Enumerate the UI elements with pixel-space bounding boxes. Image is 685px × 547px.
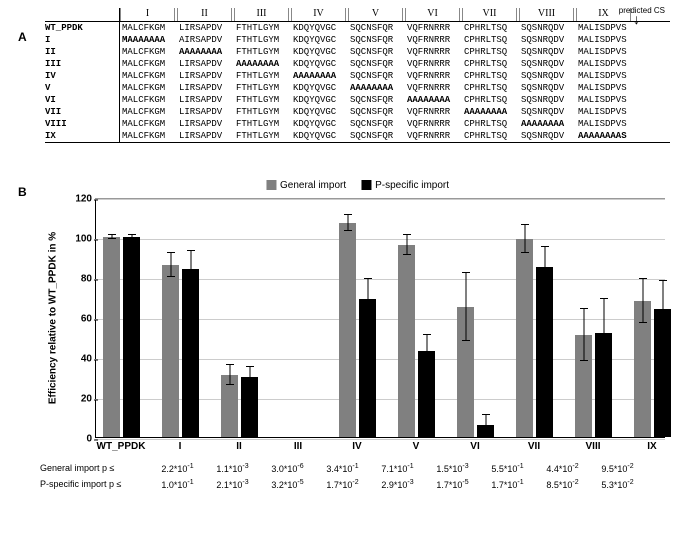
alignment-col-header: III bbox=[234, 8, 289, 21]
bar-general bbox=[162, 265, 179, 437]
y-tick: 100 bbox=[70, 234, 92, 245]
bar-chart-panel: General import P-specific import Efficien… bbox=[40, 180, 675, 535]
predicted-cs-label: predicted CS bbox=[619, 6, 665, 15]
x-category: WT_PPDK bbox=[97, 437, 146, 452]
alignment-table: WT_PPDKMALCFKGMLIRSAPDVFTHTLGYMKDQYQVGCS… bbox=[45, 22, 670, 143]
bar-general bbox=[398, 245, 415, 437]
gridline bbox=[95, 239, 665, 240]
p-value-table: General import p ≤2.2*10-11.1*10-33.0*10… bbox=[40, 460, 675, 492]
p-value: 4.4*10-2 bbox=[535, 463, 590, 474]
bar-general bbox=[103, 237, 120, 437]
alignment-row: VIIMALCFKGMLIRSAPDVFTHTLGYMKDQYQVGCSQCNS… bbox=[45, 106, 670, 118]
arrow-down-icon: ↓ bbox=[633, 14, 640, 24]
alignment-col-header: II bbox=[177, 8, 232, 21]
p-value: 1.7*10-5 bbox=[425, 479, 480, 490]
gridline bbox=[95, 279, 665, 280]
bar-general bbox=[516, 239, 533, 437]
x-category: IV bbox=[352, 437, 361, 452]
alignment-row: IVMALCFKGMLIRSAPDVFTHTLGYMAAAAAAAASQCNSF… bbox=[45, 70, 670, 82]
alignment-column-header: IIIIIIIVVVIVIIVIIIIX bbox=[45, 8, 670, 22]
x-category: VI bbox=[470, 437, 479, 452]
p-row-label: General import p ≤ bbox=[40, 463, 150, 473]
p-value: 3.0*10-6 bbox=[260, 463, 315, 474]
legend-item: P-specific import bbox=[361, 180, 449, 191]
chart-area: Efficiency relative to WT_PPDK in % 0204… bbox=[95, 198, 665, 438]
y-tick: 60 bbox=[70, 314, 92, 325]
alignment-col-header: VIII bbox=[519, 8, 574, 21]
alignment-row: VIMALCFKGMLIRSAPDVFTHTLGYMKDQYQVGCSQCNSF… bbox=[45, 94, 670, 106]
p-value: 8.5*10-2 bbox=[535, 479, 590, 490]
y-axis bbox=[95, 199, 96, 437]
alignment-row: VIIIMALCFKGMLIRSAPDVFTHTLGYMKDQYQVGCSQCN… bbox=[45, 118, 670, 130]
p-value: 9.5*10-2 bbox=[590, 463, 645, 474]
bar-general bbox=[221, 375, 238, 437]
gridline bbox=[95, 199, 665, 200]
bar-pspecific bbox=[536, 267, 553, 437]
x-category: III bbox=[294, 437, 302, 452]
p-value: 2.9*10-3 bbox=[370, 479, 425, 490]
p-value-row: P-specific import p ≤1.0*10-12.1*10-33.2… bbox=[40, 476, 675, 492]
legend-swatch bbox=[361, 180, 371, 190]
alignment-row: IIMALCFKGMAAAAAAAAFTHTLGYMKDQYQVGCSQCNSF… bbox=[45, 46, 670, 58]
sequence-alignment-panel: predicted CS ↓ IIIIIIIVVVIVIIVIIIIX WT_P… bbox=[45, 8, 670, 143]
bar-pspecific bbox=[595, 333, 612, 437]
legend-item: General import bbox=[266, 180, 346, 191]
bar-pspecific bbox=[241, 377, 258, 437]
y-tick: 20 bbox=[70, 394, 92, 405]
p-value: 1.0*10-1 bbox=[150, 479, 205, 490]
x-category: IX bbox=[647, 437, 656, 452]
alignment-col-header: VII bbox=[462, 8, 517, 21]
y-tick: 0 bbox=[70, 434, 92, 445]
p-value: 1.5*10-3 bbox=[425, 463, 480, 474]
p-value-row: General import p ≤2.2*10-11.1*10-33.0*10… bbox=[40, 460, 675, 476]
bar-pspecific bbox=[359, 299, 376, 437]
p-value: 5.5*10-1 bbox=[480, 463, 535, 474]
bar-pspecific bbox=[654, 309, 671, 437]
alignment-row: IMAAAAAAAAIRSAPDVFTHTLGYMKDQYQVGCSQCNSFQ… bbox=[45, 34, 670, 46]
p-value: 2.2*10-1 bbox=[150, 463, 205, 474]
alignment-row: WT_PPDKMALCFKGMLIRSAPDVFTHTLGYMKDQYQVGCS… bbox=[45, 22, 670, 34]
y-axis-label: Efficiency relative to WT_PPDK in % bbox=[48, 232, 59, 404]
p-value: 1.1*10-3 bbox=[205, 463, 260, 474]
y-tick: 40 bbox=[70, 354, 92, 365]
x-category: V bbox=[413, 437, 420, 452]
alignment-col-header: IV bbox=[291, 8, 346, 21]
bar-general bbox=[457, 307, 474, 437]
p-value: 2.1*10-3 bbox=[205, 479, 260, 490]
p-value: 3.2*10-5 bbox=[260, 479, 315, 490]
alignment-row: IIIMALCFKGMLIRSAPDVAAAAAAAAKDQYQVGCSQCNS… bbox=[45, 58, 670, 70]
alignment-col-header: I bbox=[120, 8, 175, 21]
x-category: II bbox=[236, 437, 242, 452]
alignment-row: VMALCFKGMLIRSAPDVFTHTLGYMKDQYQVGCAAAAAAA… bbox=[45, 82, 670, 94]
bar-pspecific bbox=[477, 425, 494, 437]
bar-general bbox=[339, 223, 356, 437]
gridline bbox=[95, 319, 665, 320]
bar-pspecific bbox=[418, 351, 435, 437]
x-category: I bbox=[179, 437, 182, 452]
alignment-col-header: V bbox=[348, 8, 403, 21]
p-value: 1.7*10-1 bbox=[480, 479, 535, 490]
p-value: 1.7*10-2 bbox=[315, 479, 370, 490]
p-value: 7.1*10-1 bbox=[370, 463, 425, 474]
x-category: VIII bbox=[585, 437, 600, 452]
bar-general bbox=[575, 335, 592, 437]
bar-general bbox=[634, 301, 651, 437]
panel-a-label: A bbox=[18, 30, 27, 44]
alignment-col-header: VI bbox=[405, 8, 460, 21]
p-value: 5.3*10-2 bbox=[590, 479, 645, 490]
alignment-row: IXMALCFKGMLIRSAPDVFTHTLGYMKDQYQVGCSQCNSF… bbox=[45, 130, 670, 142]
chart-legend: General import P-specific import bbox=[266, 180, 449, 191]
x-category: VII bbox=[528, 437, 540, 452]
bar-pspecific bbox=[182, 269, 199, 437]
panel-b-label: B bbox=[18, 185, 27, 199]
legend-swatch bbox=[266, 180, 276, 190]
p-row-label: P-specific import p ≤ bbox=[40, 479, 150, 489]
p-value: 3.4*10-1 bbox=[315, 463, 370, 474]
y-tick: 80 bbox=[70, 274, 92, 285]
bar-pspecific bbox=[123, 237, 140, 437]
y-tick: 120 bbox=[70, 194, 92, 205]
